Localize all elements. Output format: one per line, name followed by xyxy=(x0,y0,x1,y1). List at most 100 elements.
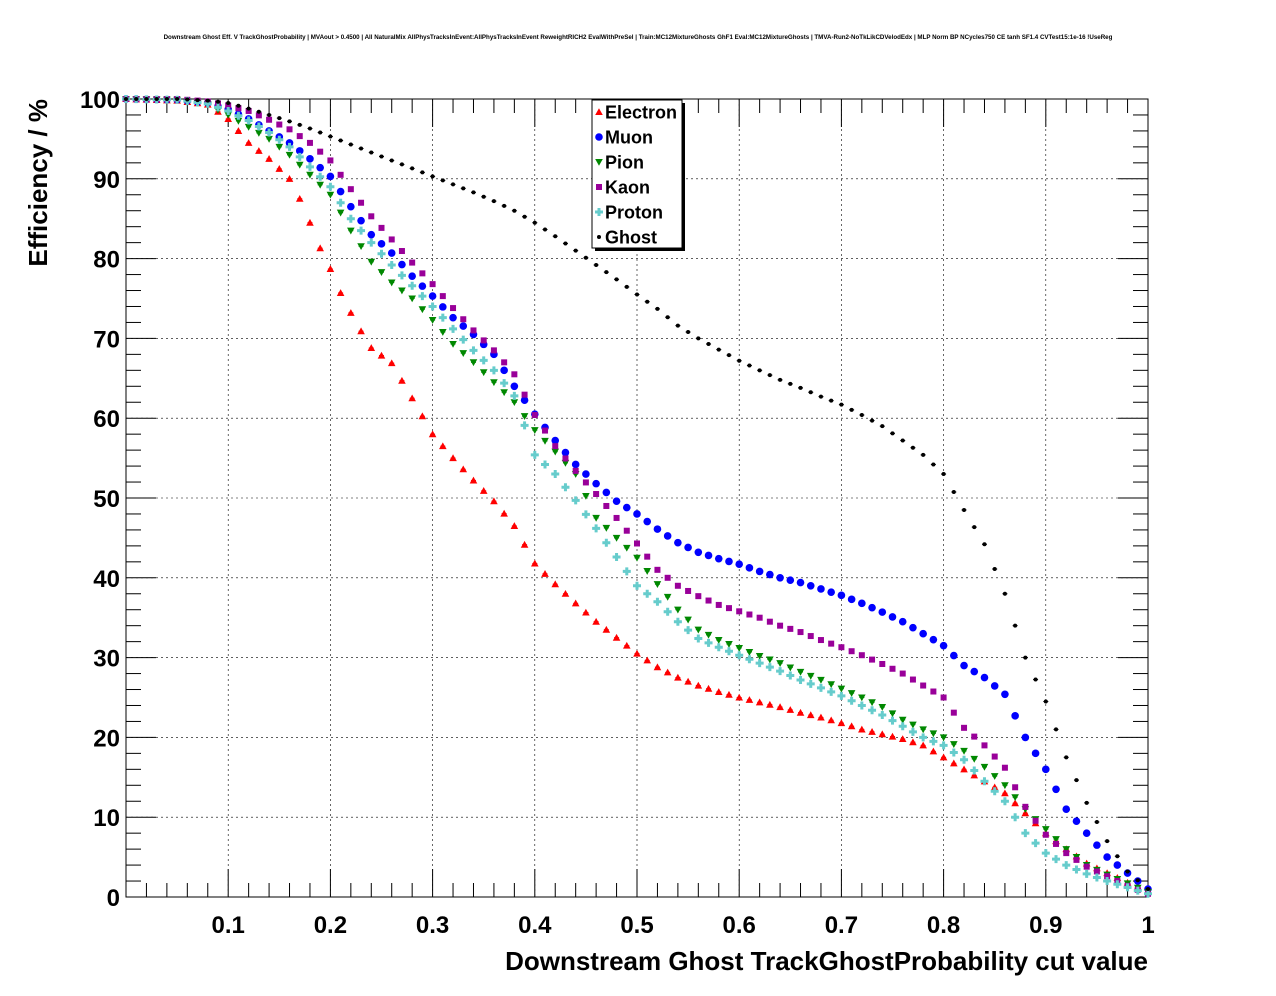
data-point xyxy=(776,574,784,582)
data-point xyxy=(880,424,885,429)
data-point xyxy=(755,698,764,706)
data-point xyxy=(909,738,917,746)
data-point xyxy=(694,626,703,634)
y-tick-label: 60 xyxy=(93,406,120,433)
data-point xyxy=(500,366,508,375)
data-point xyxy=(551,436,560,445)
data-point xyxy=(653,581,662,588)
data-point xyxy=(778,377,783,382)
legend-marker-proton xyxy=(595,208,603,216)
data-point xyxy=(296,133,303,140)
data-point xyxy=(583,255,588,260)
data-point xyxy=(1012,784,1019,791)
data-point xyxy=(931,462,936,467)
data-point xyxy=(951,490,956,495)
data-point xyxy=(910,445,915,450)
data-point xyxy=(706,341,711,346)
data-point xyxy=(306,218,314,226)
data-point xyxy=(226,100,231,105)
data-point xyxy=(859,413,864,418)
data-point xyxy=(522,214,527,219)
data-point xyxy=(459,350,468,357)
data-point xyxy=(511,371,518,378)
data-point xyxy=(510,391,519,400)
data-point xyxy=(459,465,468,473)
data-point xyxy=(829,398,834,403)
data-point xyxy=(317,148,324,155)
data-point xyxy=(571,496,580,505)
data-point xyxy=(827,588,835,596)
data-point xyxy=(408,394,416,402)
x-tick-label: 0.7 xyxy=(825,912,858,939)
data-point xyxy=(235,105,242,112)
data-point xyxy=(1021,733,1030,742)
data-point xyxy=(736,608,743,615)
data-point xyxy=(695,593,702,600)
y-tick-label: 30 xyxy=(93,646,120,673)
data-point xyxy=(1115,854,1120,859)
data-point xyxy=(592,524,601,533)
data-point xyxy=(541,460,550,469)
data-point xyxy=(377,240,386,248)
data-point xyxy=(735,644,743,652)
data-point xyxy=(254,122,263,131)
data-point xyxy=(481,194,486,199)
legend-label-pion: Pion xyxy=(605,153,644,173)
data-point xyxy=(837,591,846,600)
data-point xyxy=(806,711,815,719)
data-point xyxy=(572,467,579,474)
data-point xyxy=(870,418,875,423)
data-point xyxy=(306,155,314,163)
data-point xyxy=(265,135,273,143)
data-point xyxy=(622,544,631,552)
data-point xyxy=(255,112,262,119)
data-point xyxy=(674,606,682,614)
data-point xyxy=(653,525,662,533)
x-tick-label: 0.6 xyxy=(723,912,756,939)
data-point xyxy=(336,289,345,296)
data-point xyxy=(316,181,324,189)
data-point xyxy=(531,427,539,434)
data-point xyxy=(684,626,693,635)
data-point xyxy=(571,460,580,469)
data-point xyxy=(898,735,907,743)
data-point xyxy=(602,625,611,633)
data-point xyxy=(234,111,243,120)
data-point xyxy=(501,359,508,366)
data-point xyxy=(972,525,977,530)
data-point xyxy=(602,524,611,532)
data-point xyxy=(409,259,416,266)
data-point xyxy=(929,747,938,755)
data-point xyxy=(612,534,621,542)
data-point xyxy=(746,611,753,618)
data-point xyxy=(1144,889,1152,898)
data-point xyxy=(602,538,611,547)
data-point xyxy=(193,98,202,107)
legend-label-ghost: Ghost xyxy=(605,228,657,248)
data-point xyxy=(868,728,876,735)
data-point xyxy=(808,390,813,395)
data-point xyxy=(286,126,293,133)
data-point xyxy=(327,157,334,164)
data-point xyxy=(469,476,478,484)
data-point xyxy=(387,249,396,257)
y-tick-label: 40 xyxy=(93,566,120,593)
data-point xyxy=(623,527,630,534)
data-point xyxy=(806,679,815,688)
data-point xyxy=(1021,829,1030,838)
data-point xyxy=(267,112,272,117)
data-point xyxy=(1011,813,1020,822)
data-point xyxy=(939,734,948,742)
data-point xyxy=(645,299,650,304)
data-point xyxy=(796,668,805,676)
data-point xyxy=(684,616,692,624)
data-point xyxy=(685,587,692,594)
x-tick-labels: 0.1 0.2 0.3 0.4 0.5 0.6 0.7 0.8 0.9 1 xyxy=(212,912,1155,939)
data-point xyxy=(1125,869,1130,874)
data-point xyxy=(714,637,723,644)
data-point xyxy=(796,675,805,684)
legend-label-kaon: Kaon xyxy=(605,178,650,198)
data-point xyxy=(919,629,927,638)
data-point xyxy=(602,488,611,497)
x-tick-label: 0.5 xyxy=(620,912,653,939)
